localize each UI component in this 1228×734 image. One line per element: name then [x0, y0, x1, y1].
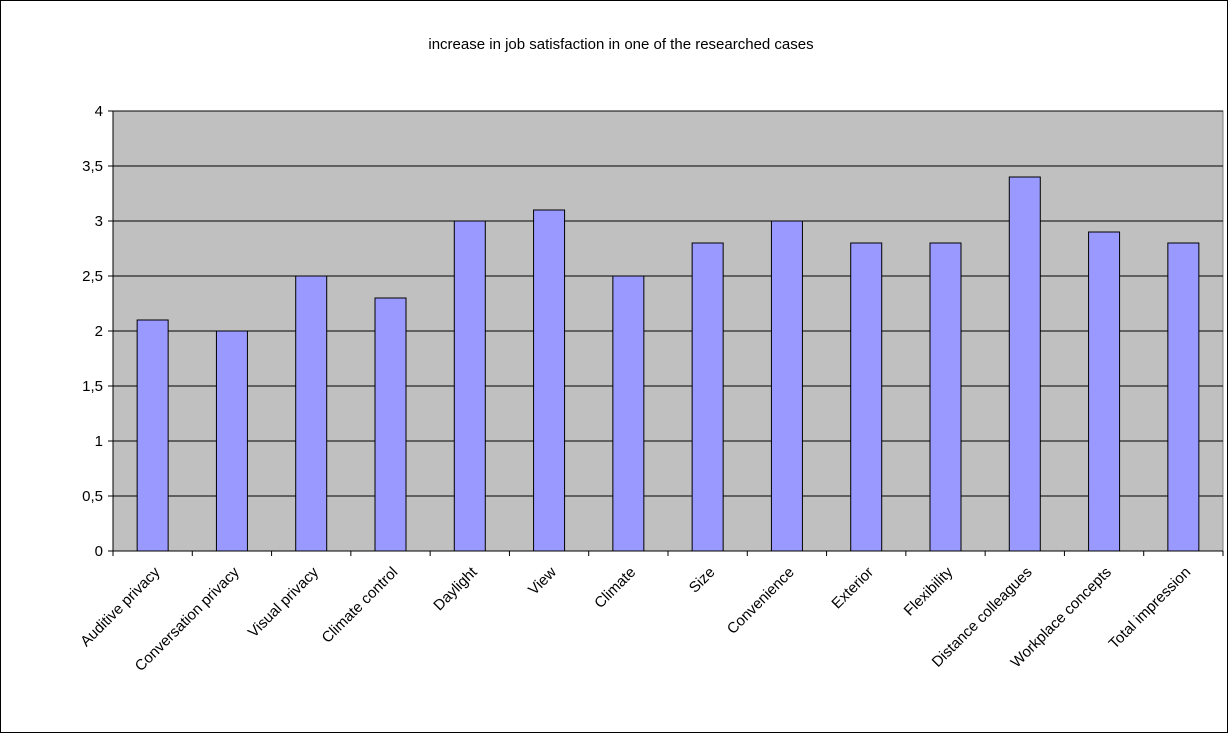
- bar: [612, 275, 645, 552]
- bar: [1008, 176, 1041, 552]
- axes: [108, 110, 1224, 556]
- x-category-label: Climate control: [319, 564, 402, 647]
- chart-title: increase in job satisfaction in one of t…: [428, 36, 813, 53]
- bar: [1167, 242, 1200, 552]
- x-category-label: Size: [686, 564, 719, 597]
- bar: [770, 220, 803, 552]
- x-category-label: Visual privacy: [245, 563, 323, 641]
- bar: [850, 242, 883, 552]
- x-category-label: Convenience: [724, 564, 798, 638]
- bar: [295, 275, 328, 552]
- bar: [1088, 231, 1121, 552]
- y-tick-label: 2: [95, 323, 103, 340]
- bar: [929, 242, 962, 552]
- bar: [691, 242, 724, 552]
- y-tick-label: 1,5: [82, 378, 103, 395]
- x-category-label: Flexibility: [901, 563, 957, 619]
- x-category-label: Daylight: [430, 563, 481, 614]
- bars: [136, 176, 1200, 552]
- x-category-label: Total impression: [1106, 564, 1195, 653]
- x-category-label: View: [525, 564, 560, 599]
- x-category-label: Climate: [591, 564, 639, 612]
- y-tick-label: 3: [95, 213, 103, 230]
- bar: [215, 330, 248, 552]
- y-tick-label: 0,5: [82, 488, 103, 505]
- y-tick-label: 3,5: [82, 158, 103, 175]
- bar: [136, 319, 169, 552]
- x-category-label: Auditive privacy: [77, 563, 164, 650]
- y-tick-label: 0: [95, 543, 103, 560]
- x-category-label: Exterior: [828, 564, 877, 613]
- y-axis-tick-labels: 0 0,5 1 1,5 2 2,5 3 3,5 4: [82, 103, 103, 560]
- bar: [533, 209, 566, 552]
- y-tick-label: 4: [95, 103, 103, 120]
- y-tick-label: 2,5: [82, 268, 103, 285]
- bar: [453, 220, 486, 552]
- bar: [374, 297, 407, 552]
- y-tick-label: 1: [95, 433, 103, 450]
